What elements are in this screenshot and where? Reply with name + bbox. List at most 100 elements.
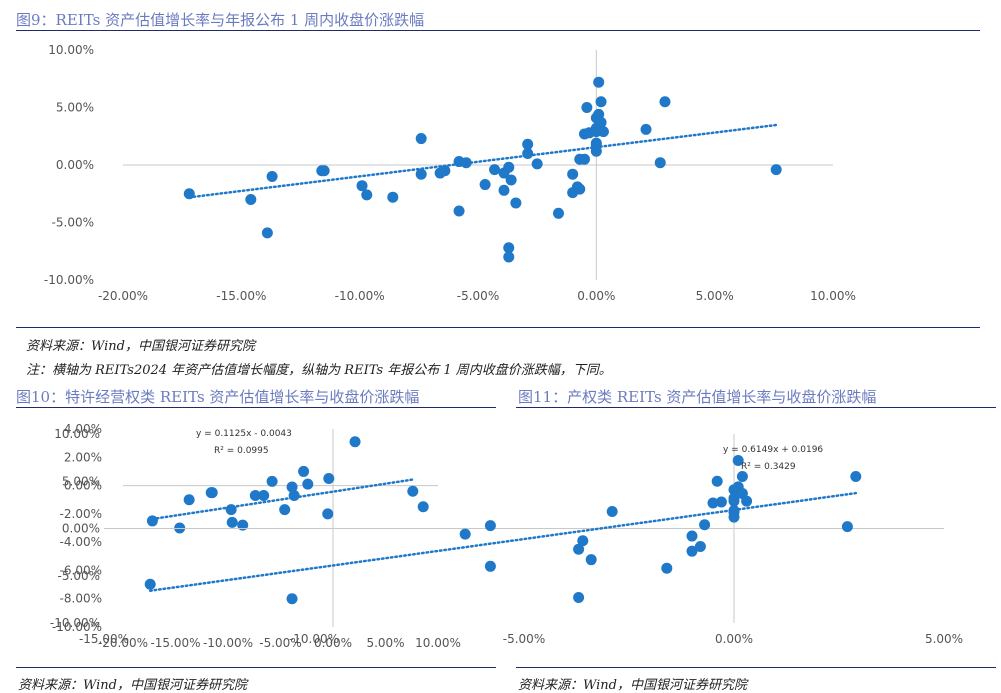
data-point: [226, 516, 238, 528]
data-point: [322, 508, 334, 520]
figure9-bottom-rule: [16, 327, 980, 328]
data-point: [225, 504, 237, 516]
data-point: [415, 133, 427, 145]
figure9-source: 资料来源：Wind，中国银河证券研究院: [26, 339, 255, 354]
x-tick-label: -15.00%: [150, 636, 200, 650]
y-tick-label: 0.00%: [56, 158, 94, 172]
data-point: [579, 153, 590, 165]
data-point: [573, 591, 585, 603]
r-squared-label: R² = 0.0995: [214, 446, 269, 456]
figure11-title: 图11：产权类 REITs 资产估值增长率与收盘价涨跌幅: [518, 388, 877, 406]
x-tick-label: 0.00%: [314, 636, 352, 650]
data-point: [707, 497, 719, 509]
figure11-title-rule: [516, 407, 996, 408]
x-tick-label: 5.00%: [696, 289, 734, 303]
x-tick-label: 10.00%: [415, 636, 461, 650]
data-point: [728, 492, 740, 504]
y-tick-label: 5.00%: [62, 474, 100, 488]
data-point: [552, 207, 564, 219]
data-point: [503, 251, 515, 263]
y-tick-label: 4.00%: [64, 422, 102, 436]
x-tick-label: 0.00%: [715, 632, 753, 646]
data-point: [522, 148, 534, 159]
figure9-title-rule: [16, 30, 980, 31]
y-tick-label: 5.00%: [56, 101, 94, 115]
y-tick-label: 10.00%: [54, 427, 100, 441]
x-tick-label: -5.00%: [503, 632, 545, 646]
data-point: [453, 205, 465, 217]
data-point: [237, 519, 249, 531]
data-point: [286, 593, 298, 605]
figure9-note: 注：横轴为 REITs2024 年资产估值增长幅度，纵轴为 REITs 年报公布…: [26, 363, 612, 378]
x-tick-label: -15.00%: [79, 632, 129, 646]
data-point: [531, 158, 543, 170]
x-tick-label: -20.00%: [98, 636, 148, 650]
data-point: [349, 436, 361, 448]
data-point: [732, 454, 744, 466]
data-point: [288, 489, 300, 501]
figure11-scatter-chart: -10.00%-5.00%0.00%5.00%10.00%-15.00% -10.…: [50, 427, 963, 646]
y-tick-label: -2.00%: [60, 507, 102, 521]
data-point: [573, 543, 585, 555]
x-tick-label: -10.00%: [203, 636, 253, 650]
data-point: [654, 157, 666, 169]
data-point: [736, 471, 748, 483]
y-tick-label: 2.00%: [64, 450, 102, 464]
data-point: [585, 554, 597, 566]
data-point: [728, 505, 740, 517]
figure11-bottom-rule: [516, 667, 996, 668]
data-point: [387, 191, 399, 203]
data-point: [850, 471, 862, 483]
data-point: [640, 123, 652, 135]
data-point: [249, 489, 261, 501]
data-point: [498, 184, 510, 196]
x-tick-label: -5.00%: [259, 636, 301, 650]
y-tick-label: -6.00%: [60, 563, 102, 577]
data-point: [715, 496, 727, 508]
data-point: [266, 475, 278, 487]
data-point: [577, 535, 589, 547]
y-tick-label: 0.00%: [64, 479, 102, 493]
data-point: [505, 174, 517, 186]
data-point: [841, 521, 853, 533]
y-tick-label: 10.00%: [48, 43, 94, 57]
trend-equation: y = 0.1125x - 0.0043: [196, 429, 292, 439]
data-point: [146, 515, 158, 527]
figure11-source: 资料来源：Wind，中国银河证券研究院: [518, 678, 747, 693]
y-tick-label: -10.00%: [44, 273, 94, 287]
data-point: [590, 137, 602, 149]
y-tick-label: -4.00%: [60, 535, 102, 549]
y-tick-label: -10.00%: [50, 616, 100, 630]
figure10-title-rule: [16, 407, 496, 408]
data-point: [581, 102, 593, 113]
data-point: [590, 145, 602, 157]
data-point: [279, 504, 291, 516]
data-point: [699, 519, 711, 531]
data-point: [711, 475, 723, 487]
data-point: [460, 157, 472, 169]
data-point: [503, 161, 515, 173]
trend-equation: y = 0.6149x + 0.0196: [723, 445, 823, 455]
data-point: [286, 481, 298, 493]
data-point: [503, 242, 515, 254]
figure10-bottom-rule: [16, 667, 496, 668]
x-tick-label: 10.00%: [810, 289, 856, 303]
x-tick-label: 5.00%: [925, 632, 963, 646]
data-point: [183, 188, 195, 200]
data-point: [258, 489, 270, 501]
data-point: [361, 189, 373, 201]
data-point: [298, 465, 310, 477]
data-point: [606, 505, 618, 517]
y-tick-label: -5.00%: [52, 216, 94, 230]
data-point: [439, 165, 451, 177]
data-point: [489, 164, 501, 176]
data-point: [245, 194, 257, 205]
data-point: [407, 485, 419, 497]
data-point: [741, 495, 753, 507]
figure9-title: 图9：REITs 资产估值增长率与年报公布 1 周内收盘价涨跌幅: [16, 11, 425, 29]
data-point: [694, 540, 706, 552]
x-tick-label: 0.00%: [577, 289, 615, 303]
data-point: [686, 545, 698, 557]
y-tick-label: -5.00%: [58, 569, 100, 583]
data-point: [659, 96, 671, 108]
